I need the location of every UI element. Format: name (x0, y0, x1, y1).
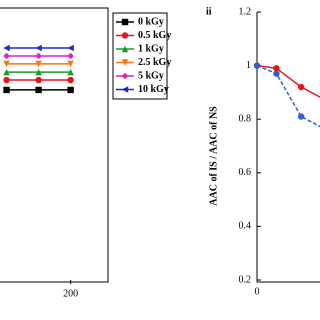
marker (3, 44, 10, 52)
legend-marker (121, 32, 129, 39)
legend-marker (121, 45, 129, 53)
marker (67, 52, 74, 60)
legend-label: 0.5 kGy (138, 30, 171, 41)
y-tick-label: 1 (246, 60, 251, 71)
marker (35, 44, 42, 52)
y-tick-label: 0.6 (239, 167, 252, 178)
marker (67, 76, 74, 84)
marker (3, 68, 10, 76)
x-tick-label: 200 (63, 288, 78, 299)
marker (35, 60, 42, 68)
y-tick-label: 1.2 (239, 6, 252, 17)
marker (35, 68, 42, 76)
series-line (256, 64, 320, 98)
legend-marker (121, 59, 129, 66)
marker (3, 76, 10, 84)
legend-marker (121, 72, 129, 80)
legend-label: 1 kGy (138, 43, 164, 54)
marker (35, 86, 42, 94)
series-line (256, 64, 320, 128)
legend-box (112, 12, 168, 100)
x-tick-label: 0 (255, 286, 260, 297)
plot-frame (0, 7, 109, 283)
marker (3, 60, 10, 68)
marker (253, 62, 261, 69)
marker (35, 76, 42, 84)
marker (273, 70, 280, 77)
legend-marker (121, 18, 129, 26)
legend-label: 2.5 kGy (138, 57, 171, 68)
marker (273, 65, 280, 72)
y-tick-label: 0.4 (239, 221, 252, 232)
marker (3, 86, 10, 94)
marker (35, 52, 42, 60)
legend-label: 5 kGy (138, 70, 164, 81)
y-tick-label: 0.2 (239, 274, 252, 285)
panel-label: ii (206, 6, 212, 17)
marker (67, 44, 74, 52)
legend-marker (121, 86, 129, 93)
legend-label: 0 kGy (138, 16, 164, 27)
marker (297, 83, 305, 91)
y-axis-label: AAC of IS / AAC of NS (208, 106, 219, 206)
marker (67, 86, 74, 94)
marker (67, 68, 74, 76)
marker (67, 60, 74, 68)
y-tick-label: 0.8 (239, 113, 252, 124)
legend-label: 10 kGy (138, 84, 169, 95)
marker (297, 113, 305, 120)
marker (3, 52, 10, 60)
